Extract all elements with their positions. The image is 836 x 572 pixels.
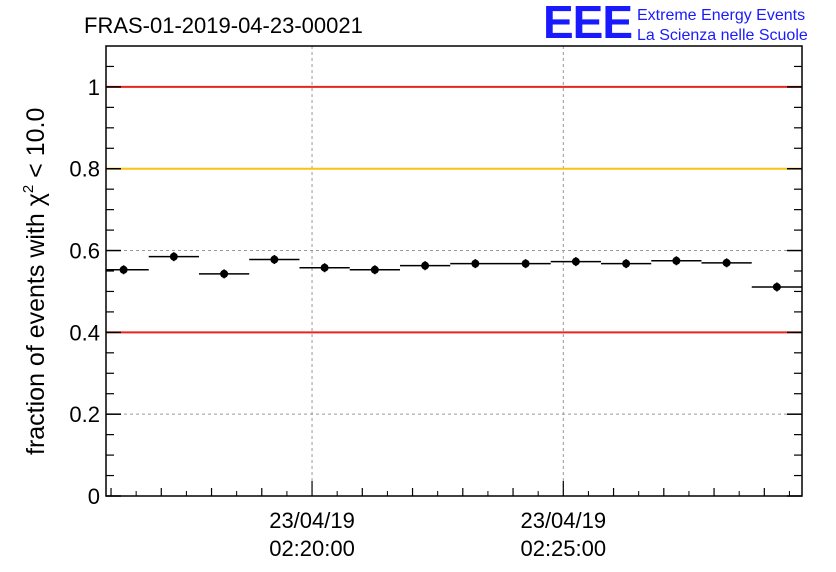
logo-line-1: Extreme Energy Events — [637, 7, 805, 24]
y-axis: 0 0.2 0.4 0.6 0.8 1 — [69, 65, 802, 509]
point-marker — [571, 257, 580, 266]
data-points — [106, 252, 802, 292]
data-point — [701, 258, 752, 268]
x-axis: 23/04/19 02:20:00 23/04/19 02:25:00 — [110, 481, 790, 561]
point-marker — [672, 256, 681, 265]
logo-line-2: La Scienza nelle Scuole — [637, 27, 808, 44]
y-axis-title: fraction of events with χ2 < 10.0 — [20, 108, 50, 455]
data-point — [500, 259, 551, 269]
point-marker — [119, 265, 128, 274]
chart-title: FRAS-01-2019-04-23-00021 — [84, 13, 363, 38]
reference-lines — [106, 85, 802, 334]
data-point — [349, 265, 400, 275]
y-tick-label: 0.6 — [69, 239, 100, 264]
x-tick-label-time: 02:25:00 — [520, 536, 606, 561]
y-tick-label: 0.2 — [69, 402, 100, 427]
y-tick-label: 1 — [88, 75, 100, 100]
data-point — [299, 263, 350, 273]
point-marker — [471, 259, 480, 268]
y-tick-label: 0.4 — [69, 320, 100, 345]
data-point — [198, 269, 250, 279]
y-tick-label: 0.8 — [69, 157, 100, 182]
x-tick-label-date: 23/04/19 — [520, 508, 606, 533]
x-tick-label-time: 02:20:00 — [269, 536, 355, 561]
plot-frame — [105, 45, 803, 497]
point-marker — [270, 255, 279, 264]
point-marker — [421, 261, 430, 270]
y-tick-label: 0 — [88, 484, 100, 509]
point-marker — [320, 263, 329, 272]
point-marker — [370, 265, 379, 274]
point-marker — [169, 252, 178, 261]
logo-letters: EEE — [543, 0, 632, 48]
data-point — [651, 256, 702, 266]
point-marker — [722, 258, 731, 267]
point-marker — [220, 269, 229, 278]
data-point — [751, 282, 802, 292]
point-marker — [521, 259, 530, 268]
data-point — [399, 261, 451, 271]
point-marker — [772, 282, 781, 291]
data-point — [106, 265, 149, 275]
data-point — [600, 259, 652, 269]
data-point — [550, 257, 601, 267]
data-point — [450, 259, 501, 269]
point-marker — [622, 259, 631, 268]
grid-lines — [106, 46, 802, 496]
data-point — [148, 252, 199, 262]
eee-logo: EEE Extreme Energy Events La Scienza nel… — [543, 0, 808, 48]
data-point — [249, 255, 300, 265]
x-tick-label-date: 23/04/19 — [269, 508, 355, 533]
